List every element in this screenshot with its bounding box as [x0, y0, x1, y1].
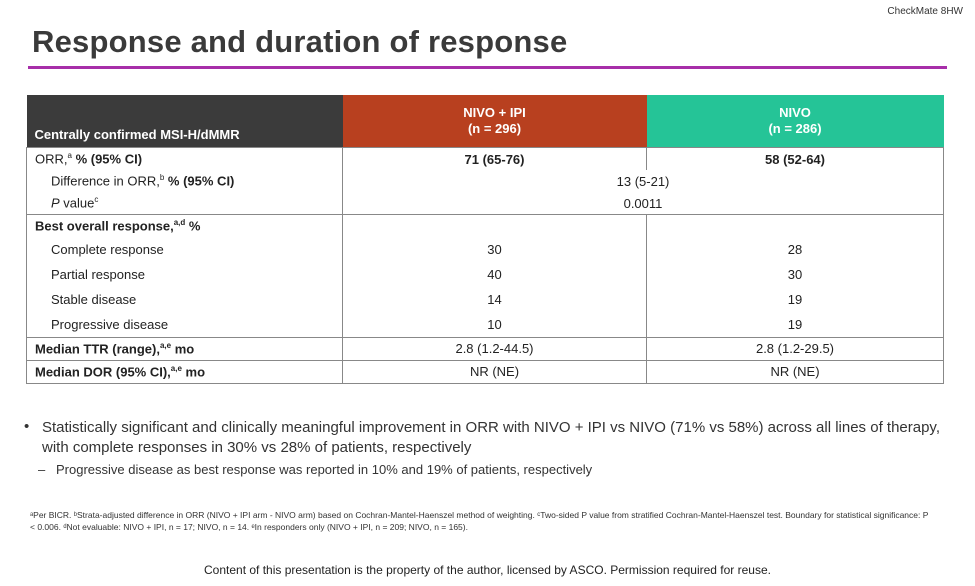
bullet-item: • Statistically significant and clinical…	[24, 418, 944, 458]
diff-label: Difference in ORR,b % (95% CI)	[26, 170, 343, 192]
table-row-ttr: Median TTR (range),a,e mo 2.8 (1.2-44.5)…	[26, 336, 944, 360]
page-title: Response and duration of response	[32, 24, 568, 59]
footnotes: ᵃPer BICR. ᵇStrata-adjusted difference i…	[30, 510, 929, 532]
header-population-label: Centrally confirmed MSI-H/dMMR	[26, 95, 343, 148]
response-table: Centrally confirmed MSI-H/dMMR NIVO + IP…	[26, 95, 944, 384]
copyright-notice: Content of this presentation is the prop…	[204, 563, 771, 577]
bor-arm-a-empty	[342, 214, 647, 237]
table-row: Partial response 40 30	[26, 262, 944, 287]
table-row-dor: Median DOR (95% CI),a,e mo NR (NE) NR (N…	[26, 359, 944, 384]
orr-arm-b: 58 (52-64)	[646, 147, 944, 170]
bor-row-arm-a: 30	[342, 237, 647, 262]
study-tag: CheckMate 8HW	[887, 6, 963, 17]
ttr-arm-b: 2.8 (1.2-29.5)	[646, 336, 944, 360]
bor-row-arm-a: 14	[342, 287, 647, 312]
dor-arm-a: NR (NE)	[342, 359, 647, 384]
orr-label: ORR,a % (95% CI)	[26, 147, 343, 170]
table-row-difference: Difference in ORR,b % (95% CI) 13 (5-21)	[26, 170, 944, 192]
bor-label: Best overall response,a,d %	[26, 214, 343, 237]
table-header-row: Centrally confirmed MSI-H/dMMR NIVO + IP…	[26, 95, 944, 148]
arm-a-name: NIVO + IPI	[463, 105, 526, 120]
pvalue-value: 0.0011	[342, 192, 944, 215]
bullet-text: Statistically significant and clinically…	[42, 419, 940, 456]
bor-row-arm-b: 30	[646, 262, 944, 287]
arm-b-n: (n = 286)	[768, 121, 822, 136]
bor-row-arm-b: 28	[646, 237, 944, 262]
bor-row-label: Partial response	[26, 262, 343, 287]
table-row: Complete response 30 28	[26, 237, 944, 262]
key-findings: • Statistically significant and clinical…	[24, 418, 944, 477]
dor-arm-b: NR (NE)	[646, 359, 944, 384]
bor-row-label: Stable disease	[26, 287, 343, 312]
dash-icon: –	[38, 462, 46, 477]
bor-row-label: Complete response	[26, 237, 343, 262]
diff-value: 13 (5-21)	[342, 170, 944, 192]
header-arm-nivo: NIVO (n = 286)	[646, 95, 944, 148]
table-row-orr: ORR,a % (95% CI) 71 (65-76) 58 (52-64)	[26, 147, 944, 170]
bor-arm-b-empty	[646, 214, 944, 237]
title-divider	[28, 66, 947, 69]
dor-label: Median DOR (95% CI),a,e mo	[26, 359, 343, 384]
bor-row-arm-b: 19	[646, 287, 944, 312]
pvalue-label: P valuec	[26, 192, 343, 215]
arm-a-n: (n = 296)	[467, 121, 522, 136]
arm-b-name: NIVO	[779, 105, 811, 120]
ttr-label: Median TTR (range),a,e mo	[26, 336, 343, 360]
sub-bullet-item: – Progressive disease as best response w…	[24, 462, 944, 477]
bor-row-arm-a: 40	[342, 262, 647, 287]
table-row-pvalue: P valuec 0.0011	[26, 192, 944, 215]
header-arm-nivo-ipi: NIVO + IPI (n = 296)	[342, 95, 647, 148]
bor-row-arm-b: 19	[646, 312, 944, 337]
bor-row-arm-a: 10	[342, 312, 647, 337]
orr-arm-a: 71 (65-76)	[342, 147, 647, 170]
table-row: Stable disease 14 19	[26, 287, 944, 312]
ttr-arm-a: 2.8 (1.2-44.5)	[342, 336, 647, 360]
sub-bullet-text: Progressive disease as best response was…	[56, 462, 593, 477]
bullet-dot-icon: •	[24, 418, 30, 435]
table-row-bor-heading: Best overall response,a,d %	[26, 214, 944, 237]
bor-row-label: Progressive disease	[26, 312, 343, 337]
table-row: Progressive disease 10 19	[26, 312, 944, 337]
